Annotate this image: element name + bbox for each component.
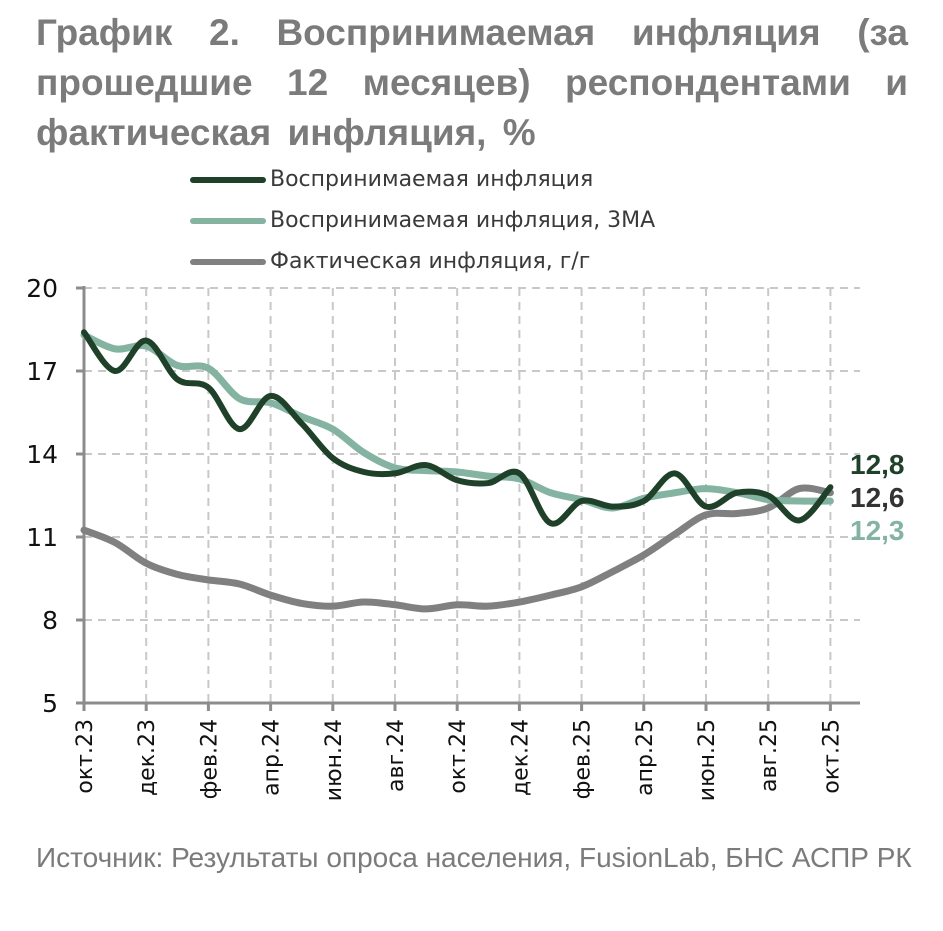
legend-swatch-perceived bbox=[190, 177, 266, 183]
source-note: Источник: Результаты опроса населения, F… bbox=[36, 842, 912, 873]
chart-title: График 2. Воспринимаемая инфляция (за пр… bbox=[36, 12, 908, 153]
legend-label-perceived-3ma: Воспринимаемая инфляция, 3МА bbox=[270, 208, 656, 233]
y-axis-tick-labels: 5 8 11 14 17 20 bbox=[26, 274, 58, 718]
end-value-label: 12,6 bbox=[850, 482, 905, 513]
y-tick-label: 17 bbox=[26, 357, 58, 386]
legend-label-perceived: Воспринимаемая инфляция bbox=[270, 167, 594, 192]
x-tick-label: окт.23 bbox=[73, 719, 98, 794]
y-tick-label: 5 bbox=[42, 689, 58, 718]
end-value-label: 12,8 bbox=[850, 449, 905, 480]
x-tick-label: авг.25 bbox=[757, 719, 782, 792]
series-actual-inflation-line bbox=[80, 484, 834, 613]
series-perceived-3ma-line bbox=[80, 331, 834, 512]
x-tick-label: авг.24 bbox=[384, 719, 409, 792]
y-tick-label: 14 bbox=[26, 440, 58, 469]
x-tick-label: июн.24 bbox=[322, 719, 347, 801]
x-tick-label: апр.24 bbox=[260, 719, 285, 796]
x-tick-label: апр.25 bbox=[633, 719, 658, 796]
legend-swatch-actual bbox=[190, 259, 266, 265]
x-tick-label: дек.23 bbox=[135, 719, 160, 796]
legend-swatch-perceived-3ma bbox=[190, 218, 266, 224]
x-tick-label: окт.24 bbox=[446, 719, 471, 794]
x-tick-label: фев.24 bbox=[197, 719, 222, 799]
end-value-labels: 12,812,612,3 bbox=[850, 449, 905, 546]
axes bbox=[76, 286, 860, 711]
y-tick-label: 11 bbox=[26, 523, 58, 552]
y-tick-label: 8 bbox=[42, 606, 58, 635]
x-tick-label: дек.24 bbox=[508, 719, 533, 796]
legend-label-actual: Фактическая инфляция, г/г bbox=[270, 249, 591, 274]
x-tick-label: фев.25 bbox=[571, 719, 596, 799]
x-axis-tick-labels: окт.23 дек.23 фев.24 апр.24 июн.24 авг.24 окт.… bbox=[73, 719, 844, 801]
series-perceived-line bbox=[81, 329, 834, 527]
data-series bbox=[80, 329, 834, 613]
x-tick-label: окт.25 bbox=[819, 719, 844, 794]
y-tick-label: 20 bbox=[26, 274, 58, 303]
end-value-label: 12,3 bbox=[850, 515, 905, 546]
x-tick-label: июн.25 bbox=[695, 719, 720, 801]
